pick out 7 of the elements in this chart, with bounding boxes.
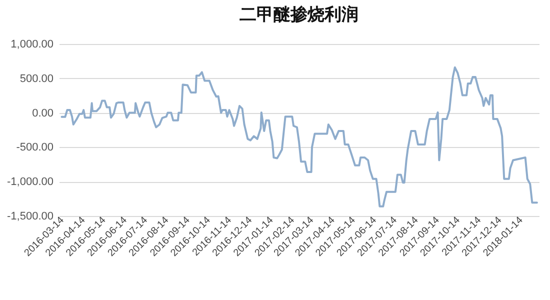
y-tick-label: -1,000.00 (7, 176, 54, 188)
y-tick-label: -500.00 (16, 142, 54, 154)
y-tick-label: 0.00 (32, 107, 54, 120)
line-series (60, 66, 538, 208)
y-tick-label: 500.00 (20, 72, 54, 85)
y-tick-label: 1,000.00 (10, 38, 54, 50)
chart-title: 二甲醚掺烧利润 (240, 5, 358, 24)
